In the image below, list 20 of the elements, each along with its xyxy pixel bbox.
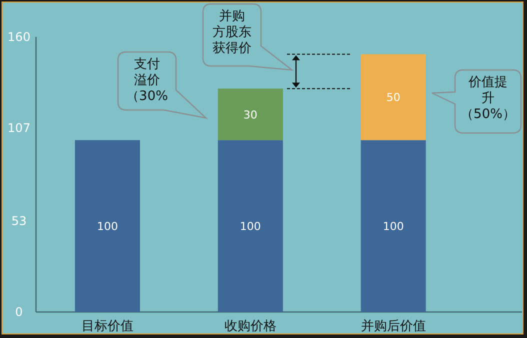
y-tick-label: 107: [8, 121, 30, 136]
annotation: 价值提升（50%）: [460, 75, 516, 122]
x-tick-label: 目标价值: [81, 319, 134, 334]
data-label: 30: [243, 108, 258, 122]
y-tick-label: 53: [11, 214, 27, 228]
annotation: 并购方股东获得价: [212, 9, 252, 56]
bar: [218, 88, 283, 140]
bar: [74, 140, 140, 312]
data-label: 50: [386, 91, 400, 104]
data-label: 100: [240, 220, 261, 234]
x-tick-label: 收购价格: [224, 319, 276, 334]
data-label: 100: [382, 220, 404, 234]
x-tick-label: 并购后价值: [360, 319, 426, 334]
bar: [360, 140, 426, 312]
annotation: 支付溢价（30%: [126, 57, 168, 104]
bar: [218, 140, 283, 312]
y-tick-label: 160: [8, 30, 30, 44]
y-tick-label: 0: [15, 305, 23, 319]
data-label: 100: [96, 220, 118, 234]
bar: [360, 54, 426, 140]
